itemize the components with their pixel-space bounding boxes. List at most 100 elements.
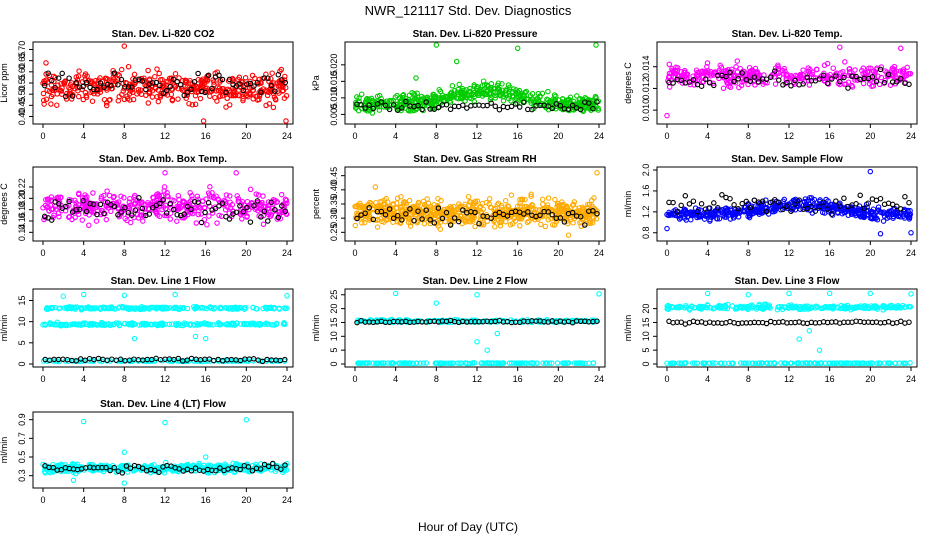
- data-point: [154, 66, 160, 72]
- data-point: [821, 70, 827, 77]
- data-point: [458, 91, 464, 97]
- data-point: [488, 81, 495, 87]
- x-tick-label: 4: [393, 248, 398, 258]
- reference-point: [122, 204, 128, 211]
- y-tick-label: 10: [329, 331, 339, 341]
- x-tick-label: 20: [553, 374, 563, 384]
- reference-point: [129, 212, 135, 218]
- reference-point: [132, 77, 139, 83]
- reference-point: [184, 203, 191, 210]
- y-tick-label: 10: [641, 331, 651, 341]
- x-tick-label: 16: [201, 131, 211, 141]
- x-tick-label: 0: [352, 374, 357, 384]
- data-point: [508, 192, 515, 198]
- data-point: [901, 73, 908, 80]
- y-tick-label: 0.55: [17, 74, 27, 92]
- data-point: [131, 71, 138, 78]
- data-point: [75, 191, 82, 198]
- data-point: [194, 193, 201, 200]
- x-tick-label: 24: [282, 495, 292, 505]
- data-point: [126, 91, 133, 97]
- reference-point: [557, 102, 564, 109]
- data-point: [75, 73, 82, 79]
- data-point: [186, 100, 192, 107]
- data-point-outlier: [704, 290, 711, 297]
- reference-point: [885, 71, 892, 78]
- data-point: [665, 74, 672, 81]
- data-point: [435, 195, 441, 202]
- y-tick-label: 0.015: [329, 70, 339, 93]
- data-point: [156, 70, 162, 77]
- data-point-outlier: [745, 292, 752, 298]
- reference-point: [94, 211, 100, 218]
- data-point: [115, 199, 122, 205]
- data-point: [230, 92, 236, 99]
- data-point: [121, 96, 128, 103]
- reference-point: [108, 82, 114, 89]
- data-point: [141, 77, 148, 84]
- data-point: [800, 67, 806, 73]
- data-point: [282, 73, 288, 80]
- data-point: [216, 212, 222, 219]
- reference-point: [212, 205, 219, 212]
- data-point: [498, 204, 505, 210]
- reference-point: [382, 102, 389, 109]
- data-point: [44, 87, 50, 94]
- data-point: [206, 213, 212, 219]
- data-point: [61, 81, 68, 87]
- data-point: [813, 66, 820, 72]
- data-point: [134, 211, 141, 218]
- reference-point: [747, 78, 754, 85]
- data-point: [153, 196, 160, 203]
- data-point-outlier: [877, 231, 884, 237]
- data-point: [487, 96, 494, 103]
- data-point: [735, 73, 742, 79]
- data-point: [135, 86, 142, 93]
- x-tick-label: 12: [472, 131, 482, 141]
- reference-point: [191, 79, 198, 85]
- data-point-outlier: [121, 43, 128, 49]
- data-point: [57, 194, 64, 201]
- data-point: [194, 83, 200, 90]
- reference-point: [698, 83, 705, 89]
- data-point: [200, 83, 206, 89]
- data-points: [664, 290, 914, 367]
- reference-point: [163, 87, 170, 94]
- data-point: [889, 65, 896, 72]
- y-axis-label: ml/min: [623, 191, 633, 218]
- data-point: [108, 208, 114, 215]
- reference-point: [727, 69, 733, 76]
- reference-point: [751, 74, 758, 80]
- data-point: [125, 63, 132, 70]
- x-tick-label: 24: [282, 374, 292, 384]
- reference-point: [577, 106, 584, 113]
- y-tick-label: 0.7: [17, 432, 27, 445]
- reference-point: [244, 204, 250, 211]
- panel-title: Stan. Dev. Gas Stream RH: [413, 154, 536, 165]
- data-point-outlier: [664, 225, 670, 232]
- data-point-outlier: [474, 339, 480, 345]
- data-point: [183, 77, 190, 84]
- x-tick-label: 20: [241, 495, 251, 505]
- data-point: [478, 213, 484, 220]
- panel-title: Stan. Dev. Line 3 Flow: [735, 276, 840, 287]
- data-point: [44, 196, 51, 202]
- x-tick-label: 8: [434, 131, 439, 141]
- reference-point: [97, 201, 104, 208]
- data-point: [54, 102, 60, 108]
- data-point: [204, 85, 210, 91]
- reference-point: [87, 200, 93, 207]
- panel-title: Stan. Dev. Li-820 CO2: [112, 29, 215, 40]
- data-point: [249, 72, 256, 79]
- reference-point: [143, 86, 149, 93]
- data-point: [481, 91, 488, 98]
- reference-point: [83, 208, 90, 215]
- data-point: [86, 207, 93, 214]
- reference-point: [150, 80, 156, 86]
- reference-point: [237, 81, 243, 87]
- data-point: [228, 92, 235, 99]
- data-points: [40, 291, 290, 365]
- data-point: [76, 68, 82, 74]
- reference-point: [73, 206, 79, 213]
